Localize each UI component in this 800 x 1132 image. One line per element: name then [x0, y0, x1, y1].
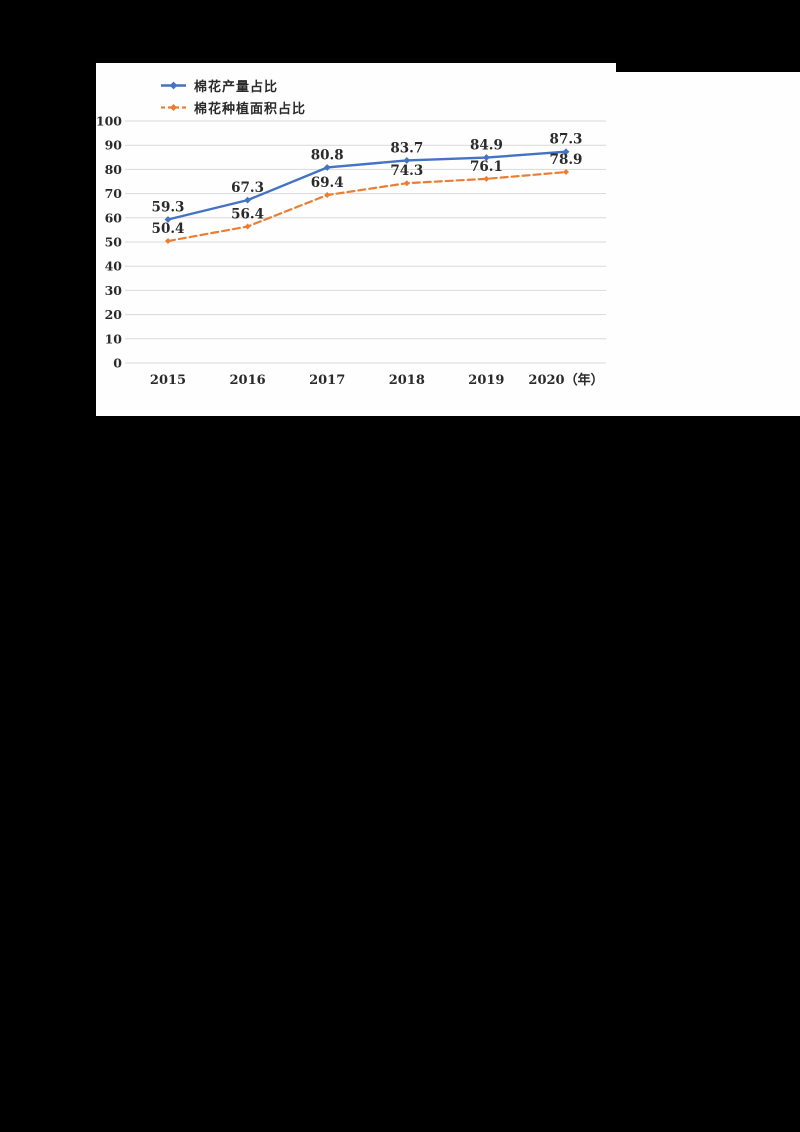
- x-tick-label: 2017: [309, 373, 345, 388]
- legend-item-area-share: 棉花种植面积占比: [160, 100, 307, 117]
- data-label: 80.8: [311, 147, 344, 163]
- solid-line-marker-icon: [161, 81, 186, 90]
- data-label: 50.4: [152, 221, 185, 237]
- chart-panel: 棉花产量占比 棉花种植面积占比 0 10 20 30 40 50 60 70 80 90 100 20…: [96, 63, 616, 416]
- data-point-marker: [244, 223, 251, 230]
- x-tick-label: 2020（年）: [528, 372, 603, 388]
- data-point-marker: [165, 238, 171, 245]
- chart-legend: 棉花产量占比 棉花种植面积占比: [160, 78, 307, 117]
- y-tick-label: 100: [96, 114, 122, 129]
- y-tick-label: 50: [105, 235, 123, 250]
- data-point-marker: [563, 169, 569, 176]
- legend-label-area-share: 棉花种植面积占比: [194, 102, 307, 117]
- data-label: 67.3: [231, 180, 264, 196]
- series-line-0: [166, 150, 568, 221]
- data-point-marker: [164, 216, 172, 223]
- data-label: 87.3: [550, 132, 583, 148]
- data-label: 74.3: [390, 163, 423, 179]
- line-chart: 0 10 20 30 40 50 60 70 80 90 100 2015 2016 2017 2018 20…: [96, 114, 606, 388]
- data-label: 59.3: [152, 199, 185, 215]
- data-label: 69.4: [311, 175, 344, 191]
- x-tick-label: 2019: [468, 373, 504, 388]
- data-point-marker: [244, 196, 251, 204]
- y-tick-label: 20: [105, 307, 123, 322]
- data-label: 84.9: [470, 138, 503, 154]
- y-tick-label: 30: [105, 283, 123, 298]
- legend-label-production-share: 棉花产量占比: [194, 80, 279, 95]
- data-point-marker: [483, 175, 490, 182]
- legend-item-production-share: 棉花产量占比: [160, 78, 306, 95]
- y-tick-label: 10: [105, 331, 123, 346]
- data-label: 78.9: [550, 152, 583, 168]
- data-point-marker: [323, 164, 331, 171]
- x-tick-label: 2016: [230, 373, 266, 388]
- series-line-1: [166, 170, 568, 243]
- data-point-marker: [483, 154, 490, 161]
- y-tick-label: 60: [105, 210, 123, 225]
- x-tick-label: 2015: [150, 373, 186, 388]
- data-point-marker: [562, 148, 570, 156]
- y-tick-label: 0: [113, 356, 122, 371]
- blank-page-area: [616, 72, 800, 416]
- y-tick-label: 90: [105, 138, 123, 153]
- data-label: 76.1: [470, 159, 503, 175]
- data-label: 83.7: [390, 140, 423, 156]
- data-point-marker: [324, 192, 331, 199]
- y-tick-label: 70: [105, 186, 123, 201]
- x-tick-label: 2018: [389, 373, 425, 388]
- data-point-marker: [403, 157, 411, 164]
- y-tick-label: 80: [105, 162, 123, 177]
- dashed-line-marker-icon: [161, 104, 186, 111]
- y-tick-label: 40: [105, 259, 123, 274]
- data-point-marker: [403, 180, 410, 187]
- data-label: 56.4: [231, 207, 264, 223]
